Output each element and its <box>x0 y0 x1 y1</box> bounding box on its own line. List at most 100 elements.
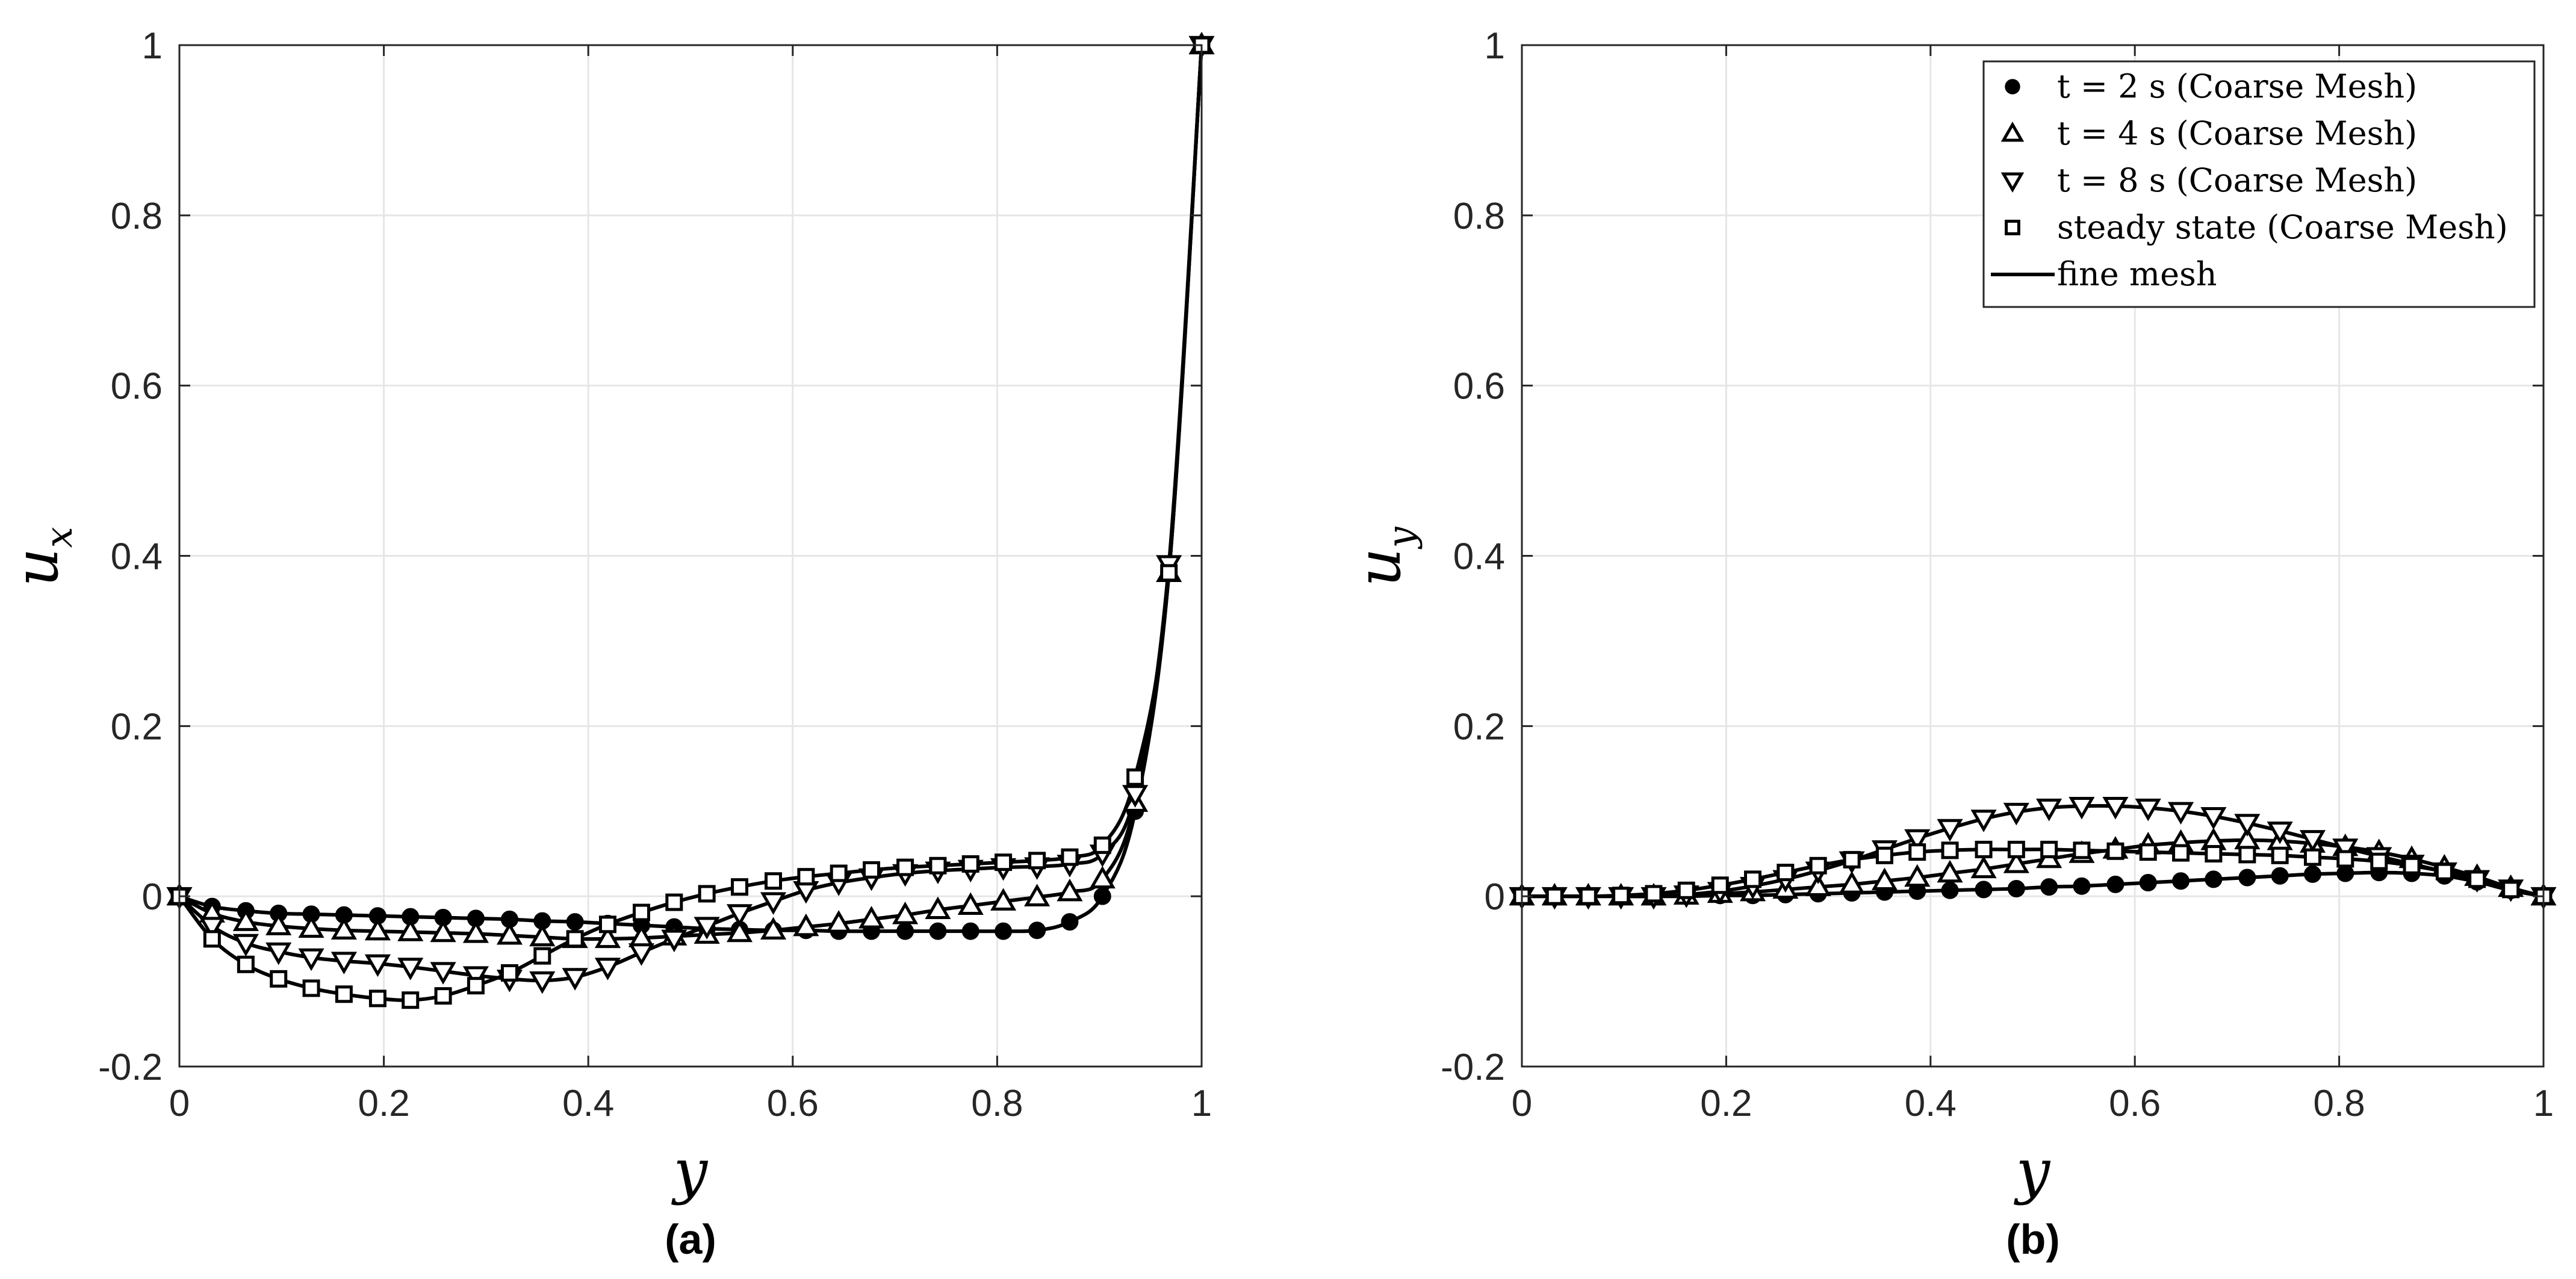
data-point <box>1871 867 1898 890</box>
x-tick-label: 0.4 <box>562 1083 614 1124</box>
x-tick-label: 0.6 <box>2109 1083 2161 1124</box>
data-point <box>2303 848 2321 866</box>
data-point <box>1024 884 1051 906</box>
data-point <box>2106 875 2124 893</box>
data-point <box>237 955 255 973</box>
data-point <box>929 922 947 940</box>
data-point <box>2502 881 2520 899</box>
x-tick-label: 1 <box>1191 1083 1212 1124</box>
data-point <box>302 979 320 997</box>
legend-marker <box>2000 172 2025 193</box>
y-tick-label: 0.8 <box>111 196 163 237</box>
data-point <box>434 987 452 1005</box>
y-axis-label: ux <box>1 527 81 586</box>
data-point <box>2238 846 2256 864</box>
data-point <box>1937 859 1963 883</box>
data-point <box>529 923 556 947</box>
data-point <box>1970 855 1997 879</box>
data-point <box>1028 852 1046 870</box>
data-point <box>500 964 518 982</box>
data-point <box>2303 865 2321 883</box>
data-point <box>368 989 386 1008</box>
data-point <box>298 915 324 938</box>
legend-item: fine mesh <box>1991 255 2217 293</box>
series-square-markers <box>1513 840 2553 905</box>
legend-marker <box>2000 122 2025 142</box>
data-point <box>1089 866 1116 889</box>
data-point <box>566 930 584 948</box>
legend-box <box>1982 60 2536 308</box>
data-point <box>265 912 292 935</box>
data-point <box>2336 850 2354 868</box>
data-point <box>1744 870 1762 888</box>
data-point <box>2403 856 2421 875</box>
data-point <box>1645 885 1663 903</box>
y-tick-label: -0.2 <box>98 1047 163 1088</box>
data-point <box>430 962 456 985</box>
x-axis-label: y <box>2014 1136 2051 1206</box>
data-point <box>1904 864 1931 887</box>
y-tick-label: 0.2 <box>111 706 163 748</box>
data-point <box>2073 841 2091 859</box>
x-tick-label: 1 <box>2533 1083 2554 1124</box>
data-point <box>594 925 621 949</box>
legend-label: steady state (Coarse Mesh) <box>2057 208 2508 246</box>
data-point <box>2234 814 2261 837</box>
data-point <box>896 858 914 876</box>
data-point <box>232 908 259 931</box>
data-point <box>2135 798 2161 822</box>
data-point <box>1975 840 1993 858</box>
data-point <box>2003 850 2029 873</box>
data-point <box>2299 830 2326 853</box>
data-point <box>2106 842 2124 860</box>
data-point <box>830 864 848 882</box>
data-point <box>2172 872 2190 890</box>
y-tick-label: -0.2 <box>1441 1047 1505 1088</box>
data-point <box>1061 848 1079 866</box>
data-point <box>2036 798 2062 822</box>
data-point <box>2069 797 2095 820</box>
data-point <box>661 929 687 953</box>
y-axis-label: uy <box>1344 526 1423 586</box>
data-point <box>1711 876 1729 894</box>
data-point <box>1677 881 1695 899</box>
data-point <box>1777 864 1795 882</box>
x-tick-label: 0 <box>1512 1083 1532 1124</box>
data-point <box>760 917 787 940</box>
data-point <box>1122 785 1149 808</box>
x-axis-label: y <box>671 1136 709 1206</box>
data-point <box>232 934 259 957</box>
data-point <box>2205 844 2223 862</box>
panel-caption: (a) <box>665 1216 716 1263</box>
data-point <box>957 892 984 915</box>
data-point <box>2040 878 2058 896</box>
data-point <box>1843 850 1861 869</box>
legend-label: t = 4 s (Coarse Mesh) <box>2057 114 2417 152</box>
data-point <box>2139 843 2157 861</box>
legend: t = 2 s (Coarse Mesh) t = 4 s (Coarse Mes… <box>1982 60 2536 308</box>
data-point <box>2370 852 2388 870</box>
legend-item: t = 8 s (Coarse Mesh) <box>2000 161 2417 199</box>
data-point <box>2003 802 2029 826</box>
data-point <box>793 913 819 937</box>
legend-item: t = 2 s (Coarse Mesh) <box>2005 67 2417 105</box>
data-point <box>995 922 1013 940</box>
legend-marker <box>2005 220 2020 235</box>
data-point <box>858 906 885 929</box>
data-point <box>2238 869 2256 887</box>
data-point <box>265 942 292 965</box>
data-point <box>1545 887 1563 905</box>
data-point <box>496 921 523 945</box>
data-point <box>1809 856 1827 875</box>
data-point <box>270 970 288 988</box>
data-point <box>594 958 621 980</box>
x-tick-label: 0.8 <box>2313 1083 2365 1124</box>
data-point <box>2172 844 2190 862</box>
data-point <box>694 917 720 940</box>
data-point <box>335 985 353 1003</box>
data-point <box>1160 564 1178 582</box>
y-tick-label: 1 <box>1485 25 1505 67</box>
data-point <box>1908 843 1926 861</box>
data-point <box>2267 822 2293 844</box>
